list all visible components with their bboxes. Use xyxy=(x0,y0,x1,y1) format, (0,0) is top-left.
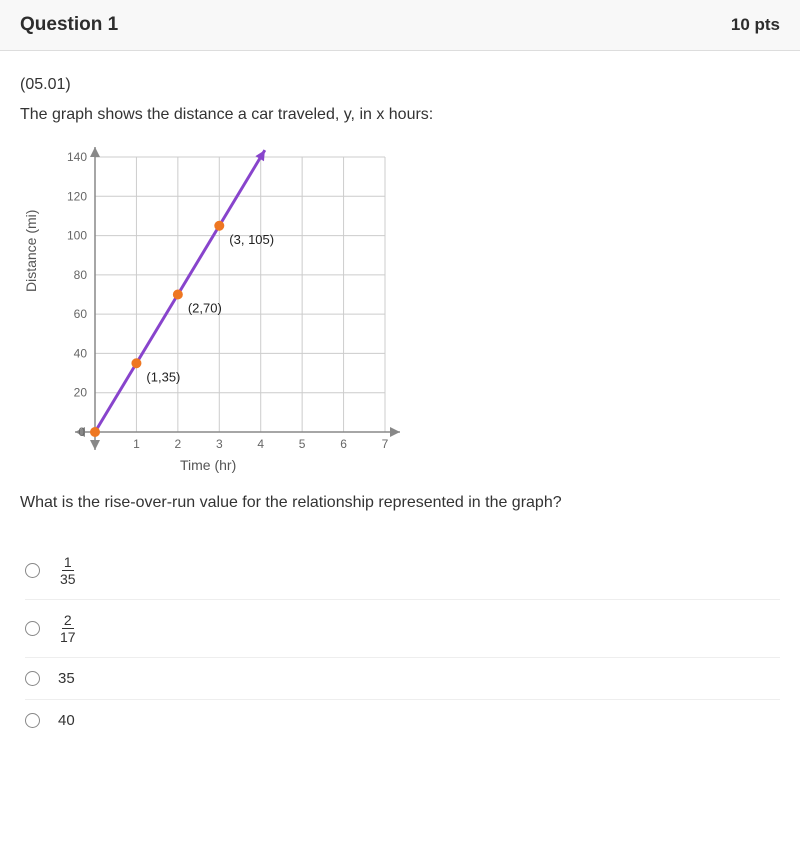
points-label: 10 pts xyxy=(731,15,780,35)
svg-text:7: 7 xyxy=(382,437,389,451)
answer-option-0[interactable]: 135 xyxy=(25,542,780,600)
answer-option-2[interactable]: 35 xyxy=(25,658,780,700)
svg-text:140: 140 xyxy=(67,150,87,164)
prompt-text: The graph shows the distance a car trave… xyxy=(20,106,780,124)
fraction-value: 135 xyxy=(58,554,78,587)
answer-options: 1352173540 xyxy=(20,542,780,741)
svg-text:(2,70): (2,70) xyxy=(188,301,222,316)
svg-text:3: 3 xyxy=(216,437,223,451)
svg-text:120: 120 xyxy=(67,189,87,203)
svg-text:40: 40 xyxy=(74,346,88,360)
y-axis-title: Distance (mi) xyxy=(23,210,39,292)
chart-container: 1 2 3 4 5 6 7 20 40 60 80 100 120 140 0 (1,35) (2,70) (3,… xyxy=(25,142,405,482)
fraction-value: 217 xyxy=(58,612,78,645)
question-header: Question 1 10 pts xyxy=(0,0,800,51)
follow-up-question: What is the rise-over-run value for the … xyxy=(20,494,780,512)
svg-text:1: 1 xyxy=(133,437,140,451)
answer-option-1[interactable]: 217 xyxy=(25,600,780,658)
x-axis-title: Time (hr) xyxy=(180,457,236,473)
fraction-denominator: 35 xyxy=(58,571,78,587)
question-body: (05.01) The graph shows the distance a c… xyxy=(0,51,800,751)
fraction-denominator: 17 xyxy=(58,629,78,645)
radio-icon xyxy=(25,671,40,686)
radio-icon xyxy=(25,621,40,636)
svg-text:100: 100 xyxy=(67,229,87,243)
radio-icon xyxy=(25,713,40,728)
answer-option-3[interactable]: 40 xyxy=(25,700,780,741)
svg-text:2: 2 xyxy=(175,437,182,451)
fraction-numerator: 2 xyxy=(62,612,74,629)
radio-icon xyxy=(25,563,40,578)
svg-text:0: 0 xyxy=(78,425,85,439)
option-text: 35 xyxy=(58,670,75,687)
standard-tag: (05.01) xyxy=(20,76,780,94)
question-title: Question 1 xyxy=(20,14,118,36)
svg-text:60: 60 xyxy=(74,307,88,321)
svg-text:4: 4 xyxy=(257,437,264,451)
svg-text:80: 80 xyxy=(74,268,88,282)
svg-text:5: 5 xyxy=(299,437,306,451)
option-text: 40 xyxy=(58,712,75,729)
fraction-numerator: 1 xyxy=(62,554,74,571)
svg-text:(3, 105): (3, 105) xyxy=(229,232,274,247)
svg-text:20: 20 xyxy=(74,386,88,400)
svg-text:(1,35): (1,35) xyxy=(146,369,180,384)
line-chart: 1 2 3 4 5 6 7 20 40 60 80 100 120 140 0 (1,35) (2,70) (3,… xyxy=(25,142,405,482)
svg-text:6: 6 xyxy=(340,437,347,451)
